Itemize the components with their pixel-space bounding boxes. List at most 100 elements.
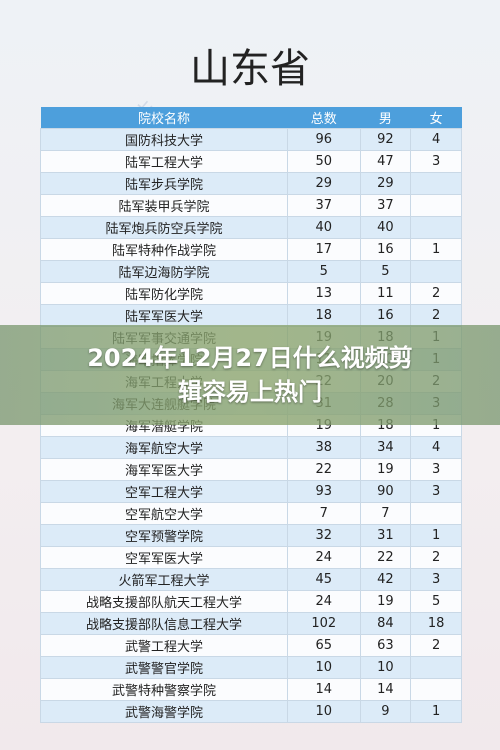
table-cell: 3 — [410, 150, 462, 173]
table-cell: 47 — [359, 150, 412, 173]
table-row: 火箭军工程大学 45 42 3 — [40, 568, 462, 591]
table-cell: 16 — [359, 304, 412, 327]
table-cell: 国防科技大学 — [40, 128, 288, 151]
table-row: 陆军步兵学院 29 29 — [40, 172, 462, 195]
banner-text: 辑容易上热门 — [178, 378, 322, 406]
table-cell: 40 — [359, 216, 412, 239]
table-row: 战略支援部队航天工程大学 24 19 5 — [40, 590, 462, 613]
table-row: 武警警官学院 10 10 — [40, 656, 462, 679]
table-cell: 陆军边海防学院 — [40, 260, 288, 283]
table-row: 空军军医大学 24 22 2 — [40, 546, 462, 569]
table-cell: 32 — [286, 524, 361, 547]
table-cell — [410, 260, 462, 283]
table-cell: 45 — [286, 568, 361, 591]
table-cell: 92 — [359, 128, 412, 151]
column-header: 总数 — [287, 107, 361, 129]
table-cell: 空军预警学院 — [40, 524, 288, 547]
table-cell: 空军航空大学 — [40, 502, 288, 525]
table-row: 武警海警学院 10 9 1 — [40, 700, 462, 723]
table-cell: 2 — [410, 304, 462, 327]
table-cell: 2 — [410, 546, 462, 569]
table-row: 陆军特种作战学院 17 16 1 — [40, 238, 462, 261]
table-row: 空军工程大学 93 90 3 — [40, 480, 462, 503]
table-cell: 1 — [410, 700, 462, 723]
table-cell: 3 — [410, 480, 462, 503]
table-cell — [410, 216, 462, 239]
table-row: 陆军工程大学 50 47 3 — [40, 150, 462, 173]
table-cell: 空军工程大学 — [40, 480, 288, 503]
table-cell: 10 — [359, 656, 412, 679]
table-cell: 96 — [286, 128, 361, 151]
table-cell: 5 — [410, 590, 462, 613]
table-cell: 38 — [286, 436, 361, 459]
table-row: 空军航空大学 7 7 — [40, 502, 462, 525]
table-row: 陆军装甲兵学院 37 37 — [40, 194, 462, 217]
table-cell: 武警特种警察学院 — [40, 678, 288, 701]
table-cell: 22 — [286, 458, 361, 481]
table-cell: 5 — [359, 260, 412, 283]
table-cell: 93 — [286, 480, 361, 503]
table-row: 陆军防化学院 13 11 2 — [40, 282, 462, 305]
table-cell: 火箭军工程大学 — [40, 568, 288, 591]
table-cell: 2 — [410, 282, 462, 305]
table-cell: 陆军特种作战学院 — [40, 238, 288, 261]
table-cell: 37 — [286, 194, 361, 217]
table-cell: 陆军防化学院 — [40, 282, 288, 305]
table-cell — [410, 194, 462, 217]
table-cell: 10 — [286, 656, 361, 679]
table-cell: 7 — [359, 502, 412, 525]
table-row: 武警工程大学 65 63 2 — [40, 634, 462, 657]
table-row: 海军军医大学 22 19 3 — [40, 458, 462, 481]
banner-text: 2024年12月27日什么视频剪 — [87, 344, 413, 372]
table-cell: 14 — [359, 678, 412, 701]
header-row: 院校名称 总数男女 — [40, 107, 462, 129]
table-cell: 陆军炮兵防空兵学院 — [40, 216, 288, 239]
table-cell: 7 — [286, 502, 361, 525]
table-cell: 陆军工程大学 — [40, 150, 288, 173]
table-cell: 22 — [359, 546, 412, 569]
table-cell: 武警工程大学 — [40, 634, 288, 657]
table-cell: 29 — [359, 172, 412, 195]
table-cell: 29 — [286, 172, 361, 195]
table-cell: 武警警官学院 — [40, 656, 288, 679]
table-row: 空军预警学院 32 31 1 — [40, 524, 462, 547]
table-cell: 10 — [286, 700, 361, 723]
table-cell: 武警海警学院 — [40, 700, 288, 723]
table-cell: 陆军装甲兵学院 — [40, 194, 288, 217]
table-cell: 18 — [410, 612, 462, 635]
table-cell: 9 — [359, 700, 412, 723]
table-cell: 战略支援部队信息工程大学 — [40, 612, 288, 635]
table-cell: 2 — [410, 634, 462, 657]
table-cell: 50 — [286, 150, 361, 173]
table-cell: 42 — [359, 568, 412, 591]
table-cell: 11 — [359, 282, 412, 305]
table-row: 武警特种警察学院 14 14 — [40, 678, 462, 701]
table-cell: 5 — [286, 260, 361, 283]
table-cell: 90 — [359, 480, 412, 503]
table-cell: 65 — [286, 634, 361, 657]
table-cell: 84 — [359, 612, 412, 635]
table-cell: 海军航空大学 — [40, 436, 288, 459]
table-cell: 陆军军医大学 — [40, 304, 288, 327]
table-cell: 24 — [286, 590, 361, 613]
table-cell: 4 — [410, 128, 462, 151]
banner: 2024年12月27日什么视频剪 辑容易上热门 — [0, 325, 500, 425]
table-cell: 31 — [359, 524, 412, 547]
table-cell: 16 — [359, 238, 412, 261]
table-cell: 18 — [286, 304, 361, 327]
table-row: 国防科技大学 96 92 4 — [40, 128, 462, 151]
table-cell: 24 — [286, 546, 361, 569]
table-cell: 14 — [286, 678, 361, 701]
table-cell: 海军军医大学 — [40, 458, 288, 481]
table-cell: 37 — [359, 194, 412, 217]
table-cell: 13 — [286, 282, 361, 305]
column-header: 男 — [360, 107, 411, 129]
column-header: 院校名称 — [40, 107, 288, 129]
table-cell — [410, 502, 462, 525]
table-cell: 陆军步兵学院 — [40, 172, 288, 195]
table-cell: 1 — [410, 238, 462, 261]
table-row: 陆军军医大学 18 16 2 — [40, 304, 462, 327]
table-cell — [410, 656, 462, 679]
table-row: 陆军炮兵防空兵学院 40 40 — [40, 216, 462, 239]
